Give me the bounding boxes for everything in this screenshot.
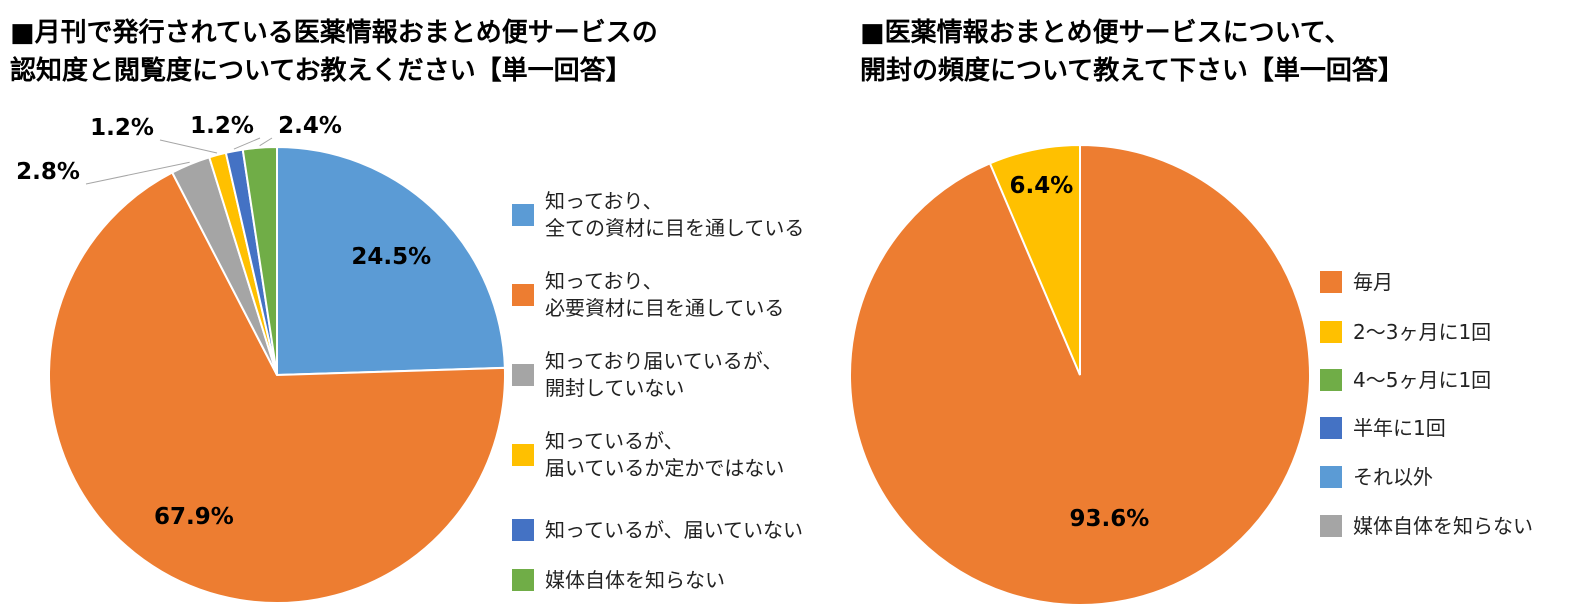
legend-swatch	[512, 569, 534, 591]
data-label: 2.4%	[278, 113, 342, 139]
chart-title: ■医薬情報おまとめ便サービスについて、 開封の頻度について教えて下さい【単一回答…	[860, 18, 1404, 86]
leader-line	[259, 137, 273, 147]
legend-label: 知っているが、届いていない	[545, 517, 803, 542]
data-label: 1.2%	[190, 113, 254, 139]
legend-swatch	[512, 204, 534, 226]
data-label: 2.8%	[16, 159, 80, 185]
leader-line	[159, 139, 218, 154]
data-label: 6.4%	[1009, 172, 1074, 199]
legend-label: 知っており、 必要資材に目を通している	[545, 269, 785, 320]
data-label: 1.2%	[90, 115, 154, 141]
legend-label: 4～5ヶ月に1回	[1353, 367, 1492, 392]
legend-swatch	[512, 519, 534, 541]
data-label: 93.6%	[1069, 506, 1150, 533]
pie-slice	[47, 171, 506, 604]
legend-label: 知っているが、 届いているか定かではない	[545, 429, 785, 480]
legend-swatch	[1320, 321, 1342, 343]
legend-label: 知っており届いているが、 開封していない	[545, 349, 783, 400]
legend-label: 媒体自体を知らない	[545, 567, 725, 592]
legend-label: 知っており、 全ての資材に目を通している	[545, 189, 805, 240]
legend-swatch	[512, 284, 534, 306]
legend-label: 毎月	[1353, 269, 1393, 294]
legend-swatch	[1320, 515, 1342, 537]
data-label: 24.5%	[351, 244, 432, 271]
legend-swatch	[1320, 466, 1342, 488]
legend-swatch	[1320, 369, 1342, 391]
legend-label: 2～3ヶ月に1回	[1353, 319, 1492, 344]
leader-line	[85, 161, 190, 185]
legend-label: 媒体自体を知らない	[1353, 513, 1533, 538]
data-label: 67.9%	[153, 503, 234, 530]
pie-slice	[241, 145, 278, 376]
legend-label: それ以外	[1353, 464, 1433, 489]
chart-title: ■月刊で発行されている医薬情報おまとめ便サービスの 認知度と閲覧度についてお教え…	[10, 18, 658, 86]
pie-slice	[276, 145, 506, 377]
legend-label: 半年に1回	[1353, 415, 1446, 440]
legend-swatch	[1320, 271, 1342, 293]
legend-swatch	[512, 444, 534, 466]
leader-line	[233, 137, 261, 150]
legend-swatch	[512, 364, 534, 386]
legend-swatch	[1320, 417, 1342, 439]
